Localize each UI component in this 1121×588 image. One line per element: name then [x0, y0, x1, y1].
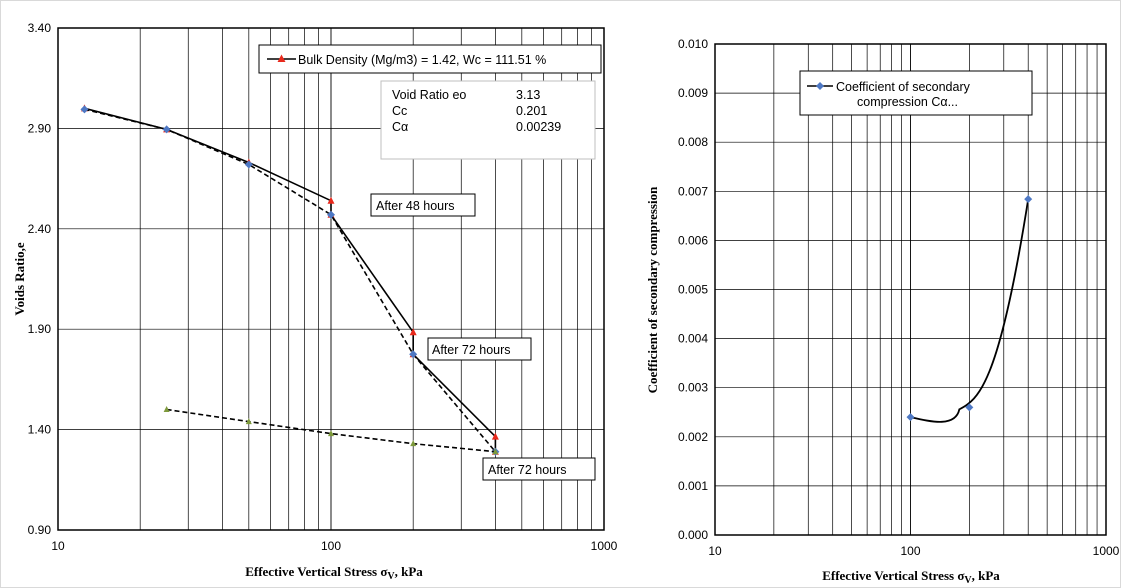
- y-tick-label: 0.004: [678, 332, 708, 346]
- series-line-ca: [910, 199, 1030, 423]
- diamond-marker: [409, 350, 418, 359]
- info-eo-value: 3.13: [516, 88, 540, 102]
- void-ratio-chart: 0.90 1.40 1.90 2.40 2.90 3.40 10 100 1000 Effec…: [12, 21, 618, 582]
- info-ca-value: 0.00239: [516, 120, 561, 134]
- void-ratio-y-axis-title: Voids Ratio,e: [12, 242, 27, 315]
- svg-text:After 48 hours: After 48 hours: [376, 199, 455, 213]
- void-ratio-x-ticks: 10 100 1000: [51, 539, 617, 553]
- y-tick-label: 3.40: [28, 21, 52, 35]
- triangle-marker: [409, 328, 417, 336]
- svg-text:After 72 hours: After 72 hours: [488, 463, 567, 477]
- y-tick-label: 1.40: [28, 423, 52, 437]
- secondary-compression-plot-frame: [714, 43, 1107, 536]
- info-cc-label: Cc: [392, 104, 407, 118]
- info-ca-label: Cα: [392, 120, 408, 134]
- y-tick-label: 0.003: [678, 381, 708, 395]
- legend-label-line-2: compression Cα...: [857, 95, 958, 109]
- x-tick-label: 1000: [591, 539, 618, 553]
- triangle-marker: [163, 406, 170, 413]
- y-tick-label: 0.009: [678, 86, 708, 100]
- y-tick-label: 0.006: [678, 233, 708, 247]
- x-tick-label: 10: [708, 544, 722, 558]
- y-tick-label: 2.90: [28, 121, 52, 135]
- void-ratio-y-ticks: 0.90 1.40 1.90 2.40 2.90 3.40: [28, 21, 52, 537]
- y-tick-label: 0.010: [678, 37, 708, 51]
- annotation-after-72-hours-2: After 72 hours: [482, 457, 596, 481]
- y-tick-label: 0.000: [678, 528, 708, 542]
- y-tick-label: 0.007: [678, 184, 708, 198]
- legend-label: Bulk Density (Mg/m3) = 1.42, Wc = 111.51…: [298, 53, 546, 67]
- y-tick-label: 0.001: [678, 479, 708, 493]
- y-tick-label: 0.90: [28, 523, 52, 537]
- annotation-after-72-hours-1: After 72 hours: [427, 337, 532, 361]
- diamond-marker: [965, 403, 974, 412]
- triangle-marker: [492, 448, 499, 455]
- secondary-compression-y-axis-title: Coefficient of secondary compression: [645, 186, 660, 393]
- x-tick-label: 100: [321, 539, 341, 553]
- void-ratio-series: [80, 104, 500, 456]
- secondary-compression-grid: [715, 44, 1106, 535]
- x-tick-label: 100: [900, 544, 920, 558]
- series-line-2: [166, 408, 496, 453]
- diamond-marker: [327, 210, 335, 219]
- svg-text:After 72 hours: After 72 hours: [432, 343, 511, 357]
- secondary-compression-legend: Coefficient of secondary compression Cα.…: [799, 70, 1033, 116]
- x-tick-label: 1000: [1093, 544, 1120, 558]
- secondary-compression-x-ticks: 10 100 1000: [708, 544, 1119, 558]
- info-eo-label: Void Ratio eo: [392, 88, 466, 102]
- void-ratio-x-axis-title: Effective Vertical Stress σV, kPa: [245, 564, 423, 582]
- secondary-compression-x-axis-title: Effective Vertical Stress σV, kPa: [822, 568, 1000, 586]
- triangle-marker: [328, 430, 334, 437]
- diamond-marker: [906, 413, 915, 422]
- secondary-compression-series: [906, 195, 1033, 423]
- x-tick-label: 10: [51, 539, 65, 553]
- y-tick-label: 1.90: [28, 322, 52, 336]
- diamond-marker: [244, 160, 253, 169]
- void-ratio-legend: Bulk Density (Mg/m3) = 1.42, Wc = 111.51…: [258, 44, 602, 74]
- y-tick-label: 2.40: [28, 222, 52, 236]
- y-tick-label: 0.005: [678, 283, 708, 297]
- info-cc-value: 0.201: [516, 104, 547, 118]
- info-box: Void Ratio eo 3.13 Cc 0.201 Cα 0.00239: [380, 80, 596, 160]
- legend-label-line-1: Coefficient of secondary: [836, 80, 971, 94]
- secondary-compression-y-ticks: 0.000 0.001 0.002 0.003 0.004 0.005 0.006 0.007…: [678, 37, 708, 542]
- y-tick-label: 0.008: [678, 135, 708, 149]
- triangle-marker: [245, 418, 252, 425]
- y-tick-label: 0.002: [678, 430, 708, 444]
- triangle-marker: [491, 432, 499, 440]
- diamond-marker: [1024, 195, 1033, 204]
- triangle-marker: [410, 440, 417, 447]
- diamond-marker: [80, 105, 89, 114]
- triangle-marker: [327, 196, 335, 204]
- secondary-compression-chart: 0.000 0.001 0.002 0.003 0.004 0.005 0.006 0.007…: [645, 37, 1120, 586]
- void-ratio-plot-frame: [57, 27, 605, 531]
- legend-diamond-marker: [816, 82, 824, 90]
- annotation-after-48-hours: After 48 hours: [370, 193, 476, 217]
- legend-triangle-marker: [277, 54, 286, 62]
- diamond-marker: [162, 125, 171, 134]
